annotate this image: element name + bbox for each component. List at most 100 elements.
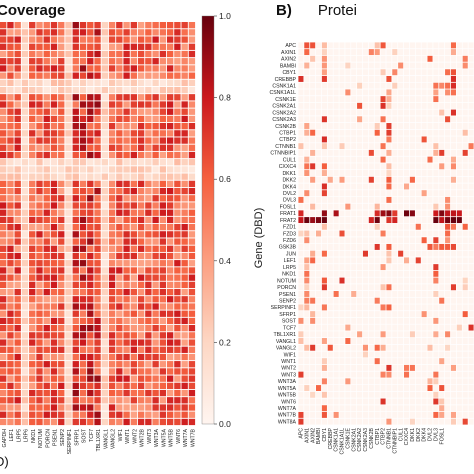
left-heatmap-cell	[29, 58, 36, 65]
left-heatmap-cell	[116, 397, 123, 404]
left-heatmap-cell	[72, 130, 79, 137]
right-heatmap-cell	[321, 358, 327, 365]
left-heatmap-cell	[188, 361, 196, 368]
left-heatmap-cell	[58, 418, 65, 426]
right-heatmap-cell	[450, 49, 456, 56]
left-heatmap-cell	[137, 115, 145, 123]
left-heatmap-cell	[116, 36, 123, 43]
left-heatmap-cell	[101, 404, 108, 411]
left-heatmap-cell	[188, 389, 196, 397]
left-heatmap-cell	[108, 389, 116, 397]
left-heatmap-cell	[145, 274, 152, 281]
left-heatmap-cell	[14, 86, 21, 94]
left-heatmap-cell	[50, 231, 58, 238]
left-heatmap-cell	[58, 43, 65, 50]
left-heatmap-cell	[137, 43, 145, 50]
right-heatmap-cell	[304, 344, 310, 351]
left-heatmap-cell	[87, 101, 94, 108]
left-heatmap-cell	[87, 231, 94, 238]
left-heatmap-cell	[72, 296, 79, 303]
right-heatmap-cell	[380, 304, 386, 311]
left-heatmap-cell	[36, 418, 43, 426]
left-heatmap-cell	[181, 166, 188, 173]
left-heatmap-cell	[36, 382, 43, 390]
left-heatmap-cell	[14, 43, 21, 50]
left-heatmap-cell	[116, 288, 123, 296]
left-heatmap-cell	[72, 65, 79, 72]
left-heatmap-cell	[72, 288, 79, 296]
left-heatmap-cell	[116, 101, 123, 108]
right-heatmap-cell	[310, 297, 316, 304]
left-heatmap-cell	[72, 180, 79, 188]
left-heatmap-cell	[123, 245, 130, 252]
left-heatmap-cell	[174, 43, 181, 50]
left-heatmap-cell	[0, 209, 7, 216]
left-heatmap-cell	[14, 317, 21, 325]
left-heatmap-cell	[58, 382, 65, 390]
left-heatmap-cell	[181, 368, 188, 375]
left-heatmap-cell	[152, 346, 159, 353]
left-heatmap-cell	[21, 86, 29, 94]
left-heatmap-cell	[0, 267, 7, 274]
right-heatmap-cell	[357, 102, 363, 109]
left-heatmap-cell	[159, 130, 167, 137]
left-heatmap-cell	[7, 252, 14, 260]
left-heatmap-cell	[188, 166, 196, 173]
left-heatmap-cell	[72, 267, 79, 274]
left-heatmap-cell	[101, 130, 108, 137]
left-heatmap-cell	[43, 260, 50, 267]
left-heatmap-cell	[130, 202, 138, 209]
left-heatmap-cell	[174, 151, 181, 159]
left-heatmap-cell	[43, 267, 50, 274]
left-heatmap-cell	[181, 137, 188, 144]
left-heatmap-cell	[145, 50, 152, 58]
left-heatmap-cell	[43, 137, 50, 144]
left-heatmap-cell	[65, 187, 72, 195]
left-heatmap-cell	[159, 231, 167, 238]
right-x-tick-label: CUL1	[398, 428, 404, 441]
left-heatmap-cell	[21, 296, 29, 303]
left-heatmap-cell	[50, 130, 58, 137]
right-heatmap-cell	[321, 55, 327, 62]
left-heatmap-cell	[137, 382, 145, 390]
left-heatmap-cell	[79, 245, 87, 252]
left-heatmap-cell	[101, 288, 108, 296]
left-heatmap-cell	[79, 418, 87, 426]
left-heatmap-cell	[108, 159, 116, 166]
left-heatmap-cell	[21, 224, 29, 231]
left-heatmap-cell	[137, 346, 145, 353]
left-heatmap-cell	[7, 404, 14, 411]
left-heatmap-cell	[130, 404, 138, 411]
colorbar-tick-label: 1.0	[219, 11, 231, 21]
left-heatmap-cell	[116, 58, 123, 65]
right-x-tick-label: CSNK2A1	[351, 428, 357, 452]
left-heatmap-cell	[43, 166, 50, 173]
left-heatmap-cell	[152, 159, 159, 166]
left-heatmap-cell	[50, 216, 58, 224]
left-heatmap-cell	[188, 224, 196, 231]
left-heatmap-cell	[7, 361, 14, 368]
right-heatmap-cell	[445, 237, 451, 244]
left-heatmap-cell	[58, 389, 65, 397]
right-heatmap-cell	[421, 237, 427, 244]
left-x-tick-label: LEF1	[9, 429, 15, 442]
left-heatmap-cell	[36, 79, 43, 87]
right-heatmap-cell	[386, 149, 392, 156]
right-heatmap-cell	[439, 411, 445, 418]
left-heatmap-cell	[181, 231, 188, 238]
left-heatmap-cell	[36, 397, 43, 404]
right-panel-title-tail: Protei	[318, 2, 357, 19]
left-heatmap-cell	[58, 231, 65, 238]
left-heatmap-cell	[65, 216, 72, 224]
left-heatmap-cell	[43, 159, 50, 166]
left-heatmap-cell	[43, 101, 50, 108]
left-heatmap-cell	[174, 368, 181, 375]
left-heatmap-cell	[0, 296, 7, 303]
left-heatmap-cell	[94, 130, 101, 137]
left-heatmap-cell	[116, 404, 123, 411]
left-heatmap-cell	[108, 281, 116, 289]
right-heatmap-cell	[433, 411, 439, 418]
left-heatmap-cell	[181, 202, 188, 209]
left-heatmap-cell	[101, 281, 108, 289]
left-heatmap-cell	[7, 72, 14, 79]
